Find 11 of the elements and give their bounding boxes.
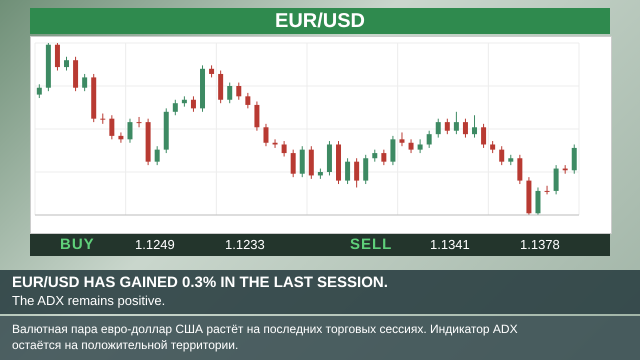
- text: 1.1233: [225, 236, 265, 254]
- text: BUY: [60, 235, 95, 255]
- text: 1.1341: [430, 236, 470, 254]
- text: EUR/USD HAS GAINED 0.3% IN THE LAST SESSION.: [12, 274, 388, 291]
- text: The ADX remains positive.: [12, 293, 166, 308]
- text: Валютная пара евро-доллар США растёт на последних торговых сессиях. Индикатор ADX остаётся на положительной территории.: [12, 321, 519, 353]
- text: 1.1378: [520, 236, 560, 254]
- text: SELL: [350, 235, 392, 255]
- text: 1.1249: [135, 236, 175, 254]
- candlestick: [136, 116, 142, 128]
- chart-title: EUR/USD: [30, 8, 610, 34]
